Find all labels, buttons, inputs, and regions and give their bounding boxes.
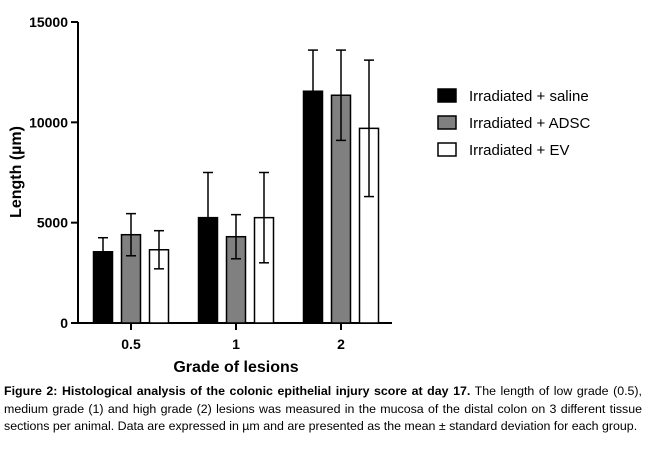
legend-swatch — [437, 88, 457, 103]
legend-label: Irradiated + saline — [469, 88, 589, 105]
y-tick-label: 5000 — [37, 215, 68, 231]
legend: Irradiated + saline Irradiated + ADSC Irra… — [437, 88, 590, 159]
legend-label: Irradiated + EV — [469, 142, 569, 159]
x-tick-label: 1 — [232, 336, 240, 352]
x-tick-label: 0.5 — [121, 336, 141, 352]
error-bars — [98, 49, 374, 270]
bar-chart: 0 5000 10000 15000 0.5 1 2 Irradiated + salin… — [8, 14, 590, 376]
legend-swatch — [437, 115, 457, 130]
caption-text: The length of low grade (0.5), medium gr… — [4, 384, 643, 433]
y-tick-label: 0 — [60, 315, 68, 331]
figure-caption: Figure 2: Histological analysis of the c… — [4, 383, 642, 436]
y-tick-label: 15000 — [29, 14, 68, 30]
x-axis-title: Grade of lesions — [173, 359, 298, 376]
y-axis-title: Length (µm) — [8, 126, 25, 218]
x-axis: 0.5 1 2 — [77, 322, 392, 352]
caption-title: Figure 2: Histological analysis of the c… — [4, 384, 471, 398]
legend-label: Irradiated + ADSC — [469, 115, 590, 132]
x-tick-label: 2 — [337, 336, 345, 352]
bars — [92, 90, 380, 324]
y-axis: 0 5000 10000 15000 — [29, 14, 79, 331]
y-tick-label: 10000 — [29, 114, 68, 130]
legend-swatch — [437, 142, 457, 157]
